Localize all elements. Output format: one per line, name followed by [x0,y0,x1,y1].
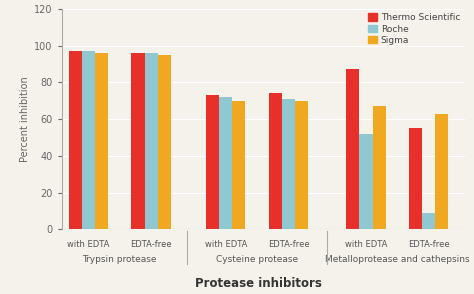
Legend: Thermo Scientific, Roche, Sigma: Thermo Scientific, Roche, Sigma [368,13,460,45]
Bar [346,69,359,229]
Bar [82,51,95,229]
Bar [145,53,158,229]
Text: EDTA-free: EDTA-free [408,240,449,249]
Bar [295,101,308,229]
Text: Protease inhibitors: Protease inhibitors [195,277,322,290]
Text: with EDTA: with EDTA [345,240,387,249]
Bar [69,51,82,229]
Text: EDTA-free: EDTA-free [268,240,309,249]
Bar [131,53,145,229]
Text: Cysteine protease: Cysteine protease [216,255,298,264]
Text: EDTA-free: EDTA-free [130,240,172,249]
Bar [206,95,219,229]
Bar [409,128,422,229]
Bar [282,99,295,229]
Bar [373,106,386,229]
Bar [435,113,448,229]
Bar [219,97,232,229]
Y-axis label: Percent inhibition: Percent inhibition [20,76,30,162]
Text: Metalloprotease and cathepsins: Metalloprotease and cathepsins [325,255,470,264]
Text: Trypsin protease: Trypsin protease [82,255,157,264]
Bar [232,101,246,229]
Bar [158,55,171,229]
Bar [359,134,373,229]
Bar [95,53,108,229]
Text: with EDTA: with EDTA [205,240,247,249]
Bar [269,93,282,229]
Text: with EDTA: with EDTA [67,240,109,249]
Bar [422,213,435,229]
